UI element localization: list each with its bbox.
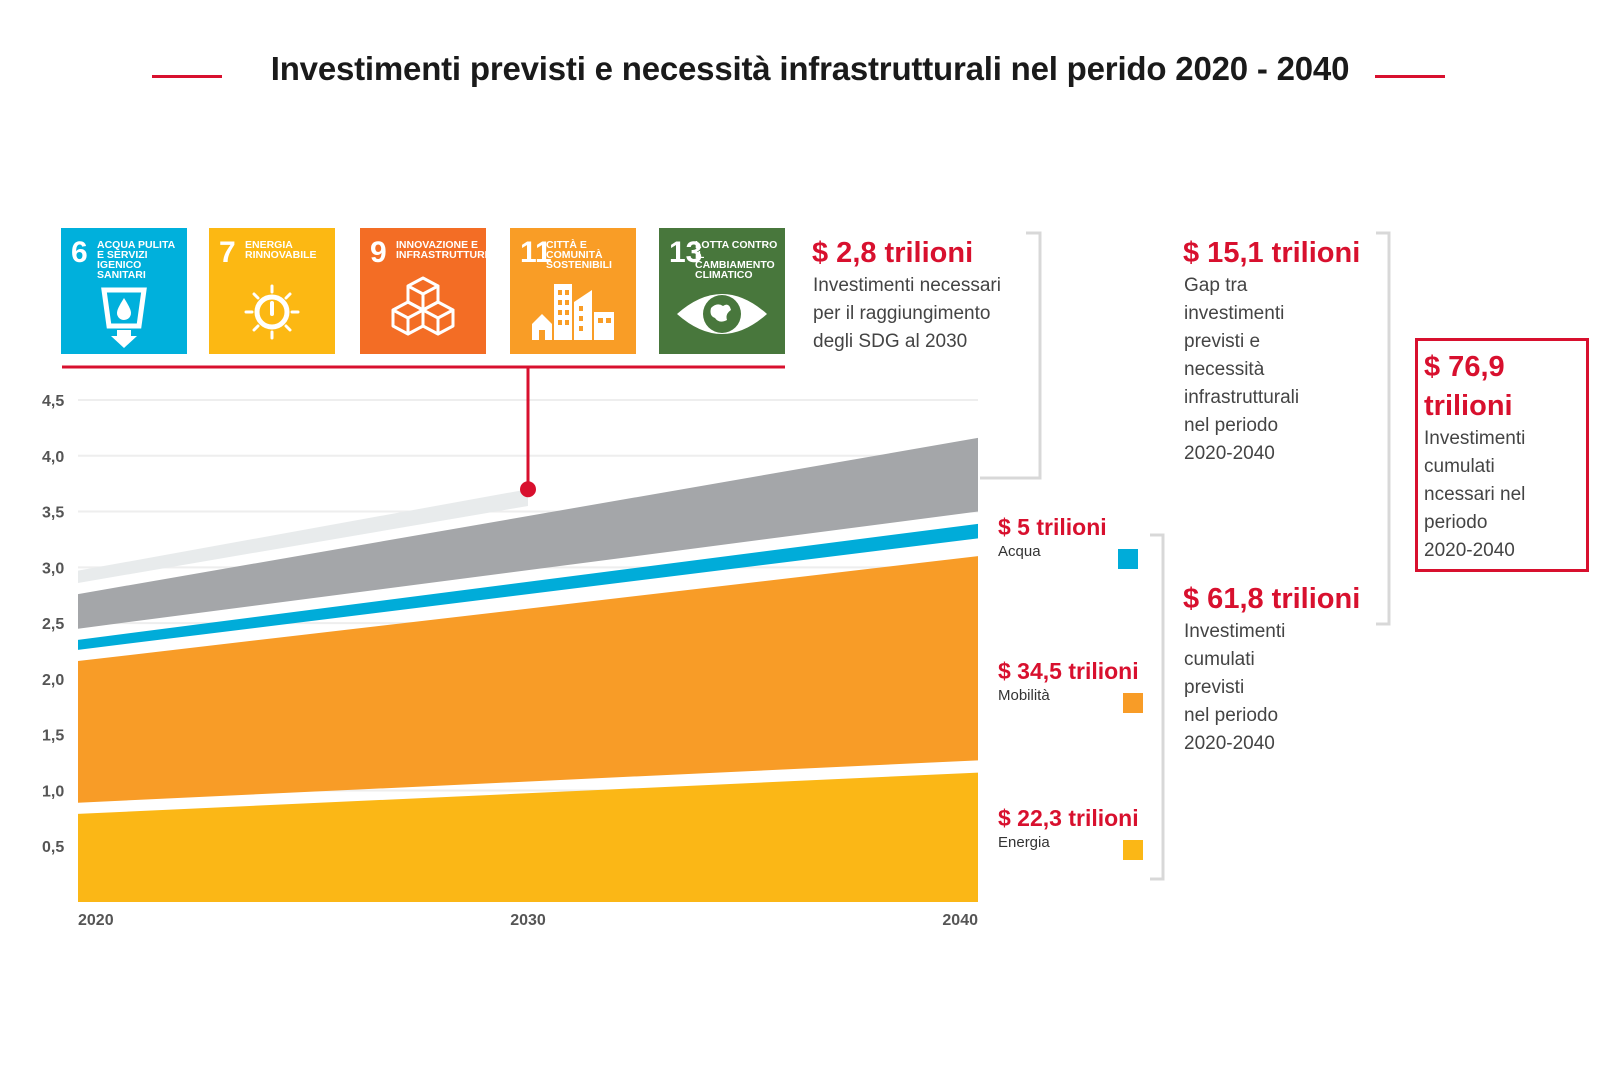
y-tick-label: 2,5	[42, 616, 64, 633]
area-band-acqua	[78, 523, 978, 650]
gap-description: Gap tra investimenti previsti e necessit…	[1184, 272, 1299, 468]
y-tick-label: 0,5	[42, 839, 64, 856]
text-line: infrastrutturali	[1184, 387, 1300, 408]
sdg-number: 9	[370, 236, 387, 269]
text-line: per il raggiungimento	[813, 303, 991, 324]
planned-amount: $ 61,8 trilioni	[1183, 583, 1361, 615]
text-line: previsti	[1184, 677, 1245, 698]
text-line: necessità	[1184, 359, 1265, 380]
text-line: degli SDG al 2030	[813, 331, 968, 352]
bracket-planned	[1150, 533, 1165, 881]
mobilita-label: Mobilità	[998, 687, 1050, 704]
sdg-number: 7	[219, 236, 236, 269]
gap-amount: $ 15,1 trilioni	[1183, 237, 1361, 269]
sdg-label: Città e comunità sostenibili	[546, 239, 612, 271]
acqua-swatch	[1118, 549, 1138, 569]
x-tick-label: 2030	[510, 912, 546, 929]
total-box	[1415, 338, 1589, 572]
y-tick-label: 4,0	[42, 449, 64, 466]
total-amount-line2: trilioni	[1424, 390, 1513, 422]
x-tick-label: 2020	[78, 912, 114, 929]
energia-label: Energia	[998, 834, 1050, 851]
eye-globe-icon	[677, 294, 767, 334]
energia-amount: $ 22,3 trilioni	[998, 805, 1139, 831]
marker-dot	[520, 481, 536, 498]
text-line: investimenti	[1184, 303, 1285, 324]
sdg-need-amount: $ 2,8 trilioni	[812, 237, 974, 269]
sdg-need-description: Investimenti necessari per il raggiungim…	[813, 272, 1001, 356]
area-band-sdg	[78, 489, 528, 583]
y-tick-label: 3,5	[42, 505, 64, 522]
sdg-label: Energia rinnovabile	[245, 239, 317, 261]
sdg-label: Acqua pulita e servizi igenico sanitari	[97, 239, 175, 281]
area-band-mobilità	[78, 556, 978, 803]
planned-description: Investimenti cumulati previsti nel perio…	[1184, 618, 1285, 758]
sdg-tile-11: 11 Città e comunità sostenibili	[510, 228, 636, 354]
total-amount-line1: $ 76,9	[1424, 351, 1505, 383]
water-icon	[101, 287, 147, 348]
y-tick-label: 1,0	[42, 783, 64, 800]
x-tick-label: 2040	[942, 912, 978, 929]
bracket-gap	[1376, 231, 1391, 626]
y-tick-label: 4,5	[42, 393, 64, 410]
acqua-amount: $ 5 trilioni	[998, 514, 1107, 540]
y-tick-label: 2,0	[42, 672, 64, 689]
area-band-gap	[78, 437, 978, 629]
cubes-icon	[391, 276, 455, 336]
text-line: previsti e	[1184, 331, 1261, 352]
title-wrap: Investimenti previsti e necessità infras…	[0, 50, 1620, 88]
chart-title: Investimenti previsti e necessità infras…	[270, 50, 1350, 87]
text-line: Gap tra	[1184, 275, 1248, 296]
sdg-number: 6	[71, 236, 88, 269]
text-line: 2020-2040	[1184, 443, 1275, 464]
title-rule-left	[152, 75, 222, 78]
text-line: 2020-2040	[1424, 540, 1515, 561]
sdg-tile-9: 9 Innovazione e infrastrutture	[360, 228, 486, 354]
text-line: nel periodo	[1184, 705, 1279, 726]
sdg-tile-13: 13 Lotta contro il cambiamento climatico	[659, 228, 785, 354]
sdg-tile-7: 7 Energia rinnovabile	[209, 228, 335, 354]
sun-power-icon	[244, 284, 300, 340]
text-line: nel periodo	[1184, 415, 1279, 436]
area-band-energia	[78, 772, 978, 902]
sdg-number: 11	[520, 236, 552, 269]
text-line: cumulati	[1424, 456, 1495, 477]
sdg-tile-6: 6 Acqua pulita e servizi igenico sanitar…	[61, 228, 187, 354]
y-tick-label: 1,5	[42, 728, 64, 745]
text-line: 2020-2040	[1184, 733, 1275, 754]
title-rule-right	[1375, 75, 1445, 78]
sdg-label: Innovazione e infrastrutture	[396, 239, 486, 261]
text-line: Investimenti necessari	[813, 275, 1001, 296]
total-description: Investimenti cumulati ncessari nel perio…	[1424, 425, 1525, 565]
text-line: cumulati	[1184, 649, 1255, 670]
acqua-label: Acqua	[998, 543, 1041, 560]
text-line: Investimenti	[1424, 428, 1526, 449]
sdg-label: Lotta contro il cambiamento climatico	[695, 239, 778, 281]
city-icon	[532, 284, 614, 340]
energia-swatch	[1123, 840, 1143, 860]
text-line: periodo	[1424, 512, 1488, 533]
mobilita-swatch	[1123, 693, 1143, 713]
y-tick-label: 3,0	[42, 560, 64, 577]
text-line: Investimenti	[1184, 621, 1286, 642]
mobilita-amount: $ 34,5 trilioni	[998, 658, 1139, 684]
text-line: ncessari nel	[1424, 484, 1526, 505]
sdg-number: 13	[669, 236, 703, 269]
